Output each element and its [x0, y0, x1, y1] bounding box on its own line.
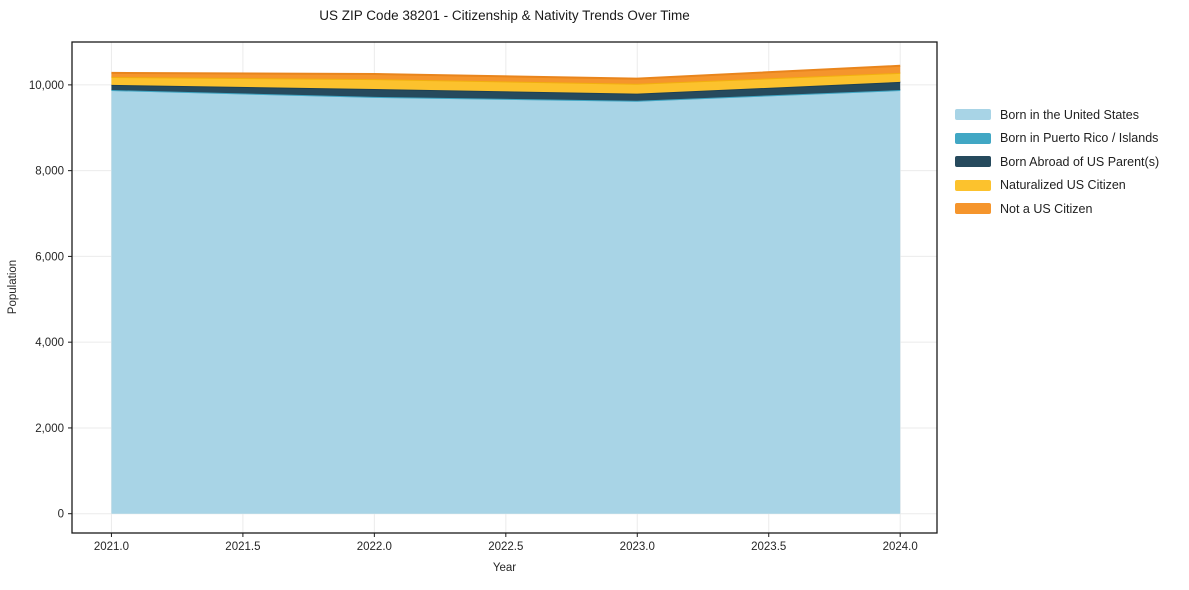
area-series-0 — [111, 90, 901, 514]
legend: Born in the United States Born in Puerto … — [955, 103, 1159, 221]
x-axis-label: Year — [492, 562, 517, 574]
x-tick-label: 2021.0 — [94, 541, 129, 553]
y-tick-label: 8,000 — [35, 166, 64, 178]
legend-item-0: Born in the United States — [955, 103, 1159, 127]
legend-item-1: Born in Puerto Rico / Islands — [955, 127, 1159, 151]
legend-item-4: Not a US Citizen — [955, 197, 1159, 221]
area-series-4 — [111, 65, 901, 84]
legend-label: Not a US Citizen — [1000, 201, 1093, 216]
area-series-3 — [111, 72, 901, 94]
y-tick-label: 2,000 — [35, 423, 64, 435]
area-series-2 — [111, 81, 901, 101]
legend-swatch — [955, 156, 991, 168]
legend-item-3: Naturalized US Citizen — [955, 174, 1159, 198]
legend-label: Born Abroad of US Parent(s) — [1000, 154, 1160, 169]
x-tick-label: 2021.5 — [225, 541, 260, 553]
x-tick-label: 2024.0 — [883, 541, 918, 553]
x-tick-label: 2023.5 — [751, 541, 786, 553]
x-tick-label: 2023.0 — [620, 541, 655, 553]
y-tick-label: 10,000 — [29, 80, 64, 92]
x-tick-label: 2022.0 — [357, 541, 392, 553]
y-axis-label: Population — [7, 259, 19, 315]
legend-swatch — [955, 179, 991, 191]
area-series-4-edge — [111, 64, 901, 80]
legend-item-2: Born Abroad of US Parent(s) — [955, 150, 1159, 174]
legend-swatch — [955, 132, 991, 144]
legend-swatch — [955, 203, 991, 215]
legend-label: Born in Puerto Rico / Islands — [1000, 131, 1159, 146]
legend-label: Naturalized US Citizen — [1000, 178, 1126, 193]
y-tick-label: 6,000 — [35, 251, 64, 263]
y-tick-label: 0 — [58, 509, 64, 521]
x-tick-label: 2022.5 — [488, 541, 523, 553]
y-tick-label: 4,000 — [35, 337, 64, 349]
chart-title: US ZIP Code 38201 - Citizenship & Nativi… — [319, 8, 690, 23]
plot-frame — [71, 41, 938, 534]
legend-swatch — [955, 109, 991, 121]
legend-label: Born in the United States — [1000, 107, 1139, 122]
